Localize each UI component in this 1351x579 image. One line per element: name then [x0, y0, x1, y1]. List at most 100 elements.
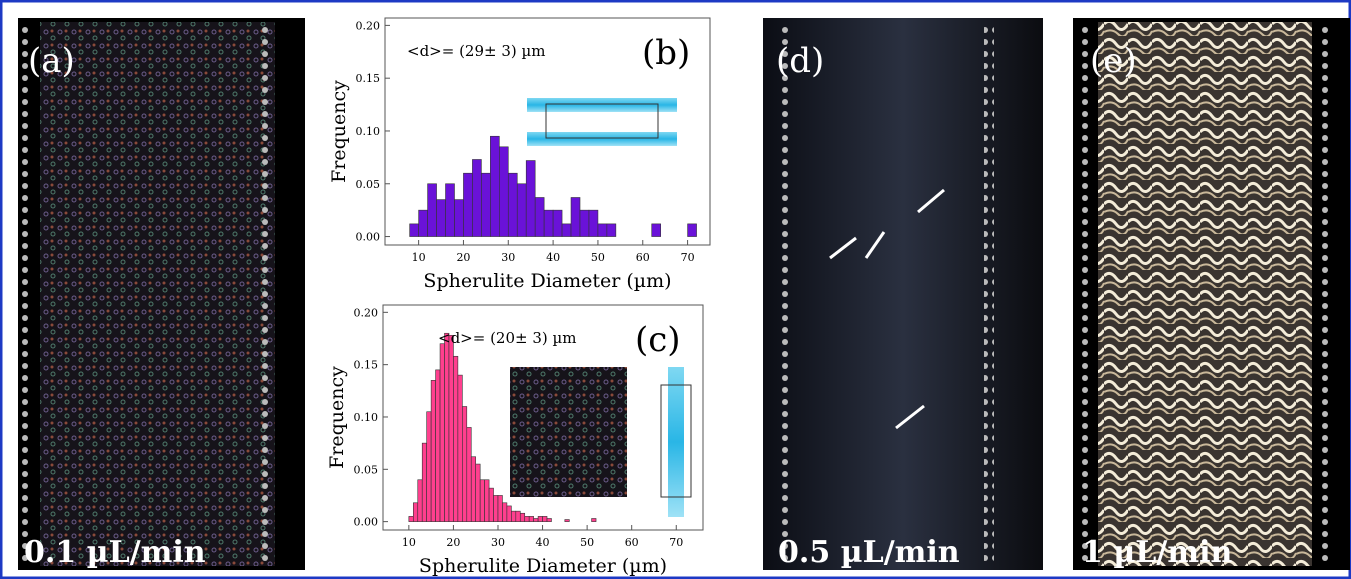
bar: [534, 518, 538, 521]
y-tick-label: 0.20: [356, 19, 381, 32]
bar: [525, 516, 529, 521]
panel-label: (a): [28, 41, 75, 81]
x-tick-label: 40: [546, 251, 560, 264]
bar: [498, 495, 502, 521]
x-tick-label: 60: [636, 251, 650, 264]
bar: [499, 147, 508, 237]
x-axis-label: Spherulite Diameter (µm): [419, 555, 667, 577]
bar: [410, 224, 419, 237]
bar: [418, 480, 422, 522]
bar: [507, 506, 511, 522]
bar: [427, 412, 431, 522]
bar: [445, 333, 449, 521]
bar: [467, 427, 471, 521]
panel-label: (c): [635, 320, 681, 360]
y-tick-label: 0.05: [354, 463, 379, 476]
bar: [472, 159, 481, 236]
annotation: <d>= (29± 3) µm: [407, 42, 546, 60]
panel-caption: 0.1 µL/min: [24, 535, 206, 570]
bar: [409, 516, 413, 521]
bar: [529, 516, 533, 521]
bar: [565, 520, 569, 522]
bar: [449, 335, 453, 521]
bar: [422, 443, 426, 521]
bar: [485, 480, 489, 522]
bar: [544, 210, 553, 236]
y-axis-label: Frequency: [328, 80, 350, 183]
bar: [494, 495, 498, 521]
bar: [490, 136, 499, 236]
channel-wall: [20, 22, 30, 566]
bar: [535, 197, 544, 236]
bar: [592, 518, 596, 521]
bar: [454, 200, 463, 237]
bar: [511, 511, 515, 521]
bar: [463, 173, 472, 236]
x-tick-label: 10: [402, 536, 416, 549]
y-tick-label: 0.10: [356, 125, 381, 138]
bar: [652, 224, 661, 237]
inset-schematic: [527, 98, 677, 146]
figure: (a) 0.1 µL/min (d) 0.5 µL/min (e) 1 µL/m…: [0, 0, 1351, 579]
x-tick-label: 70: [681, 251, 695, 264]
channel-wall: [984, 22, 994, 566]
x-tick-label: 60: [625, 536, 639, 549]
bar: [543, 516, 547, 521]
y-tick-label: 0.05: [356, 178, 381, 191]
bar: [476, 464, 480, 522]
panel-caption: 0.5 µL/min: [778, 535, 960, 570]
bar: [431, 380, 435, 521]
panel-label: (e): [1090, 41, 1137, 81]
x-tick-label: 30: [501, 251, 515, 264]
x-tick-label: 20: [446, 536, 460, 549]
y-tick-label: 0.20: [354, 306, 379, 319]
bar: [489, 488, 493, 521]
x-axis-label: Spherulite Diameter (µm): [423, 270, 671, 292]
y-tick-label: 0.15: [354, 359, 379, 372]
x-tick-label: 10: [412, 251, 426, 264]
bar: [436, 370, 440, 522]
bar: [481, 173, 490, 236]
x-tick-label: 50: [580, 536, 594, 549]
y-axis-label: Frequency: [326, 366, 348, 469]
bar: [580, 210, 589, 236]
x-tick-label: 40: [536, 536, 550, 549]
bar: [589, 210, 598, 236]
micrograph: [763, 18, 1043, 570]
bar: [598, 224, 607, 237]
y-tick-label: 0.15: [356, 72, 381, 85]
bar: [688, 224, 697, 237]
bar: [607, 224, 616, 237]
y-tick-label: 0.10: [354, 411, 379, 424]
bar: [446, 184, 455, 237]
channel-wall: [1318, 22, 1328, 566]
bar: [453, 356, 457, 521]
annotation: <d>= (20± 3) µm: [438, 329, 577, 347]
panel-caption: 1 µL/min: [1082, 535, 1232, 570]
y-tick-label: 0.00: [356, 231, 381, 244]
bar: [516, 511, 520, 521]
x-tick-label: 30: [491, 536, 505, 549]
bar: [471, 457, 475, 522]
channel-wall: [778, 22, 788, 566]
channel-wall: [262, 22, 272, 566]
bar: [547, 518, 551, 521]
bar: [526, 161, 535, 237]
bar: [553, 210, 562, 236]
bar: [571, 197, 580, 236]
bar: [562, 224, 571, 237]
bar: [517, 184, 526, 237]
inset-micrograph: [510, 367, 627, 497]
micrograph-texture: [1098, 22, 1312, 566]
bar: [508, 173, 517, 236]
inset-schematic: [661, 367, 691, 517]
bar: [413, 503, 417, 522]
micrograph-texture: [40, 22, 275, 566]
channel-wall: [1080, 22, 1090, 566]
bar: [480, 480, 484, 522]
bar: [502, 503, 506, 522]
bar: [440, 344, 444, 522]
panel-label: (d): [776, 41, 824, 81]
panel-label: (b): [642, 33, 690, 73]
